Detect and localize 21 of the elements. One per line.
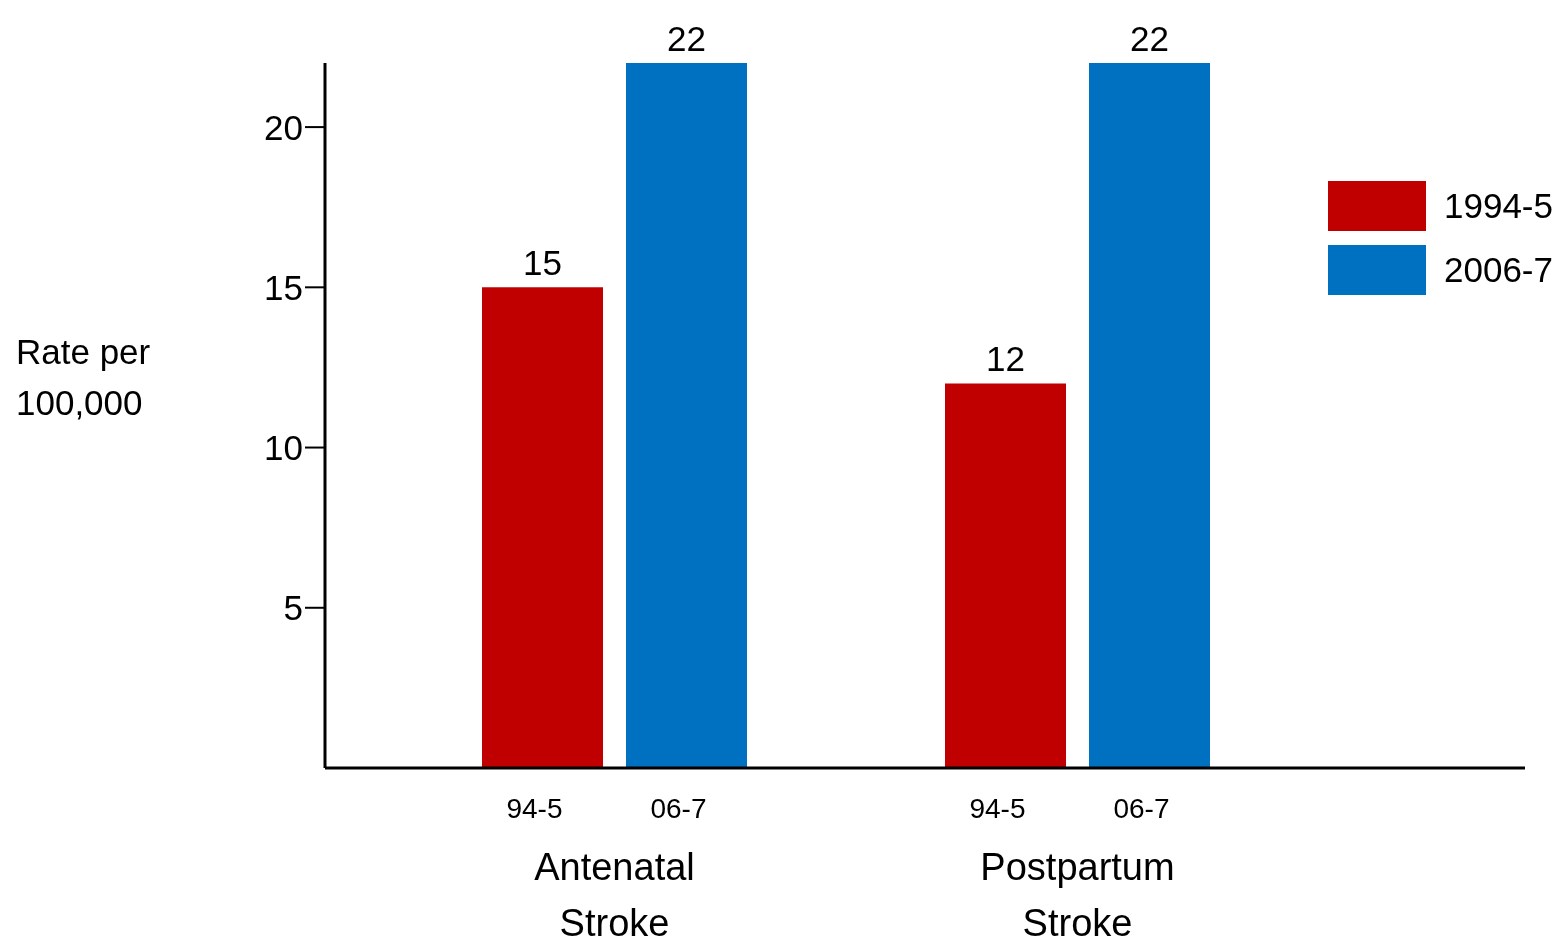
bar <box>1089 63 1210 768</box>
data-label: 22 <box>667 19 706 58</box>
y-tick-label: 5 <box>283 588 303 628</box>
text: 06-7 <box>1113 793 1170 824</box>
y-axis-title: Rate per 100,000 <box>16 331 152 424</box>
bar <box>626 63 747 768</box>
text: 06-7 <box>650 793 707 824</box>
y-tick-label: 20 <box>264 107 303 147</box>
text: 94-5 <box>506 793 563 824</box>
bar <box>945 383 1066 768</box>
data-label: 22 <box>1130 19 1169 58</box>
data-label: 12 <box>986 339 1025 379</box>
x-tick-label: Postpartum Stroke <box>980 846 1175 936</box>
legend-label: 1994-5 <box>1444 186 1553 226</box>
data-label: 15 <box>523 243 562 283</box>
legend-label: 2006-7 <box>1444 250 1553 290</box>
text: 94-5 <box>969 793 1026 824</box>
y-tick-label: 15 <box>264 267 303 307</box>
x-tick-label: Antenatal Stroke <box>534 846 695 936</box>
y-tick-label: 10 <box>264 427 303 467</box>
bar <box>482 287 603 768</box>
